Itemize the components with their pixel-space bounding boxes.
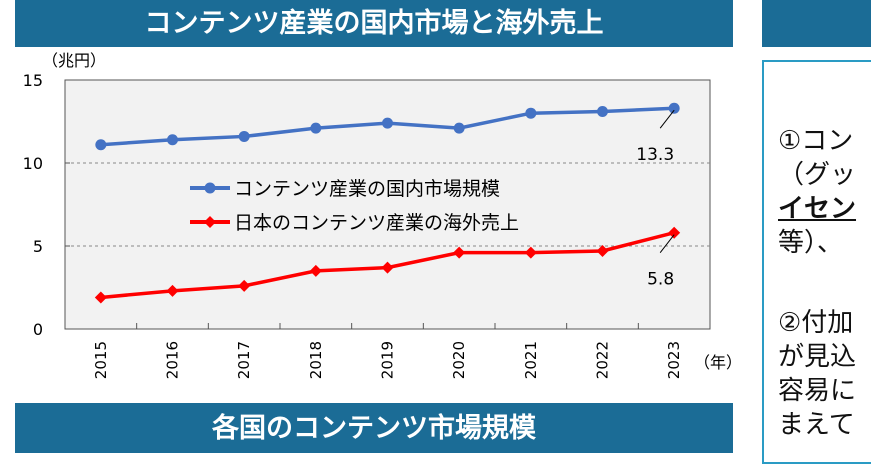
data-point [238,130,250,142]
chart-title-banner: コンテンツ産業の国内市場と海外売上 [15,0,733,47]
right-header-banner [762,0,871,47]
x-tick-label: 2023 [665,341,683,379]
end-value-label: 13.3 [636,145,674,165]
panel-line: （グッ [778,160,857,190]
data-point [382,117,393,129]
panel-line: ②付加 [778,308,854,338]
data-point [310,122,322,134]
x-tick-label: 2018 [307,341,325,379]
label-leader [659,234,675,254]
right-text-panel: ①コン （グッ イセン 等）、 ②付加 が見込 容易に まえて [762,60,871,464]
x-tick-label: 2017 [235,341,253,379]
y-axis-unit: （兆円） [42,51,106,70]
legend-marker [204,182,216,194]
legend-marker [204,216,216,228]
data-point [525,107,537,119]
y-tick-label: 15 [23,71,43,90]
y-tick-label: 10 [23,154,43,173]
data-point [668,226,681,239]
data-point [453,246,466,259]
data-point [167,134,178,146]
label-leader [659,109,675,129]
data-point [668,102,680,114]
y-tick-label: 0 [33,320,43,339]
data-point [596,244,609,257]
panel-line: が見込 [778,342,857,372]
legend-label: コンテンツ産業の国内市場規模 [234,178,500,200]
legend-label: 日本のコンテンツ産業の海外売上 [234,212,519,234]
data-point [597,106,608,118]
data-point [94,291,107,304]
line-chart: （兆円） （年） 0 5 10 15 2015 2016 2017 2018 2019 2020 2… [23,51,742,379]
data-point [309,264,322,277]
x-tick-label: 2015 [92,341,110,379]
panel-line: ①コン [778,126,854,156]
x-tick-label: 2020 [450,341,468,379]
panel-line: まえて [778,410,855,440]
data-point [453,122,465,134]
x-axis-unit: （年） [694,353,742,372]
y-tick-label: 5 [33,237,43,256]
end-value-label: 5.8 [647,270,674,290]
panel-line: 等）、 [778,228,844,258]
x-tick-label: 2021 [522,341,540,379]
x-tick-label: 2022 [594,341,612,379]
data-point [95,139,107,151]
section-title-banner: 各国のコンテンツ市場規模 [15,403,733,453]
data-point [238,279,251,292]
panel-line: イセン [778,194,857,224]
data-point [166,284,179,297]
data-point [381,261,394,274]
x-tick-label: 2016 [164,341,182,379]
x-tick-label: 2019 [379,341,397,379]
panel-line: 容易に [778,376,857,406]
data-point [524,246,537,259]
